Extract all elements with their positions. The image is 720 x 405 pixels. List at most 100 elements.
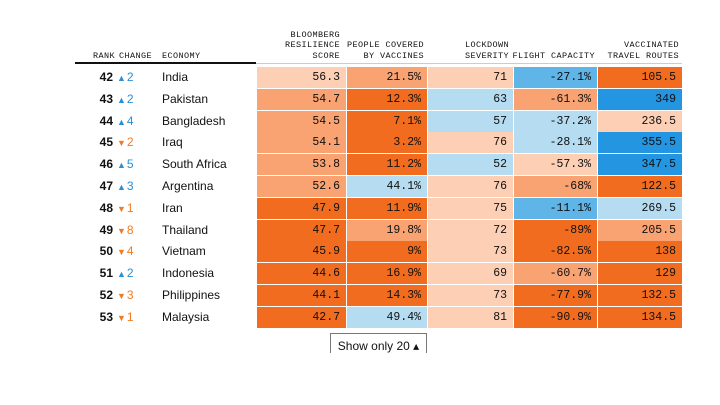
lockdown-cell: 72 (427, 219, 513, 241)
travel-cell: 122.5 (597, 175, 682, 197)
score-cell: 45.9 (256, 241, 346, 263)
travel-cell: 134.5 (597, 306, 682, 328)
economy-cell: Vietnam (162, 244, 206, 259)
change-value: 2 (126, 135, 134, 150)
change-cell: ▼3 (117, 285, 157, 308)
vaccines-cell: 11.9% (346, 197, 427, 219)
travel-cell: 347.5 (597, 154, 682, 176)
vaccines-cell: 14.3% (346, 284, 427, 306)
change-cell: ▲4 (117, 111, 157, 134)
triangle-up-icon: ▲ (117, 181, 126, 192)
vaccines-cell: 21.5% (346, 67, 427, 88)
flight-cell: -11.1% (513, 197, 597, 219)
table-row: 43 ▲2 Pakistan 54.7 12.3% 63 -61.3% 349 (75, 88, 682, 112)
lockdown-cell: 52 (427, 154, 513, 176)
change-value: 2 (126, 266, 134, 281)
rank-cell: 42 (99, 70, 113, 84)
header-divider-light (256, 63, 682, 64)
change-cell: ▲3 (117, 176, 157, 199)
change-cell: ▼1 (117, 307, 157, 330)
change-cell: ▼2 (117, 132, 157, 155)
change-value: 2 (126, 91, 134, 106)
change-cell: ▲2 (117, 67, 157, 90)
economy-cell: Iran (162, 200, 183, 215)
score-cell: 53.8 (256, 154, 346, 176)
score-cell: 54.7 (256, 88, 346, 110)
rank-cell: 50 (99, 244, 113, 259)
change-cell: ▲2 (117, 89, 157, 112)
vaccines-cell: 49.4% (346, 306, 427, 328)
travel-cell: 132.5 (597, 284, 682, 306)
table-row: 51 ▲2 Indonesia 44.6 16.9% 69 -60.7% 129 (75, 263, 682, 285)
lockdown-cell: 75 (427, 197, 513, 219)
economy-header[interactable]: ECONOMY (162, 50, 201, 61)
table-row: 44 ▲4 Bangladesh 54.5 7.1% 57 -37.2% 236.5 (75, 110, 682, 134)
triangle-down-icon: ▼ (117, 138, 126, 149)
score-cell: 52.6 (256, 175, 346, 197)
score-cell: 56.3 (256, 67, 346, 88)
triangle-down-icon: ▼ (117, 312, 126, 323)
economy-cell: Argentina (162, 178, 214, 193)
economy-cell: South Africa (162, 157, 227, 172)
economy-cell: India (162, 70, 189, 84)
score-cell: 47.7 (256, 219, 346, 241)
travel-cell: 269.5 (597, 197, 682, 219)
triangle-down-icon: ▼ (117, 203, 126, 214)
change-value: 3 (126, 287, 134, 302)
flight-cell: -90.9% (513, 306, 597, 328)
travel-cell: 349 (597, 88, 682, 110)
score-cell: 42.7 (256, 306, 346, 328)
triangle-up-icon: ▲ (117, 73, 126, 83)
travel-header[interactable]: VACCINATED TRAVEL ROUTES (607, 40, 679, 61)
change-cell: ▼8 (117, 220, 157, 243)
rank-cell: 53 (99, 309, 113, 324)
flight-header[interactable]: FLIGHT CAPACITY (512, 50, 595, 61)
change-value: 3 (126, 178, 134, 193)
lockdown-cell: 73 (427, 284, 513, 306)
show-only-20-button[interactable]: Show only 20 ▴ (330, 333, 427, 353)
vaccines-cell: 9% (346, 241, 427, 263)
score-cell: 44.6 (256, 263, 346, 285)
table-row: 47 ▲3 Argentina 52.6 44.1% 76 -68% 122.5 (75, 175, 682, 199)
table-body: 42 ▲2 India 56.3 21.5% 71 -27.1% 105.5 43 ▲2 Pakis… (75, 67, 682, 329)
travel-cell: 129 (597, 263, 682, 285)
flight-cell: -27.1% (513, 67, 597, 88)
lockdown-header[interactable]: LOCKDOWN SEVERITY (464, 40, 509, 61)
triangle-down-icon: ▼ (117, 225, 126, 236)
economy-cell: Philippines (162, 287, 221, 302)
flight-cell: -57.3% (513, 154, 597, 176)
flight-cell: -60.7% (513, 263, 597, 285)
vaccines-header[interactable]: PEOPLE COVERED BY VACCINES (346, 40, 424, 61)
change-cell: ▲5 (117, 154, 157, 177)
change-header[interactable]: CHANGE (119, 50, 153, 61)
score-cell: 54.5 (256, 110, 346, 132)
rank-cell: 44 (99, 113, 113, 128)
flight-cell: -82.5% (513, 241, 597, 263)
change-cell: ▼1 (117, 198, 157, 221)
table-row: 52 ▼3 Philippines 44.1 14.3% 73 -77.9% 132.5 (75, 284, 682, 308)
rank-cell: 49 (99, 222, 113, 237)
table-row: 50 ▼4 Vietnam 45.9 9% 73 -82.5% 138 (75, 241, 682, 263)
rank-header[interactable]: RANK (93, 50, 116, 61)
rank-cell: 51 (99, 266, 113, 281)
flight-cell: -68% (513, 175, 597, 197)
travel-cell: 105.5 (597, 67, 682, 88)
travel-cell: 138 (597, 241, 682, 263)
lockdown-cell: 57 (427, 110, 513, 132)
rank-cell: 48 (99, 200, 113, 215)
triangle-up-icon: ▲ (117, 94, 126, 105)
change-value: 8 (126, 222, 134, 237)
table-row: 45 ▼2 Iraq 54.1 3.2% 76 -28.1% 355.5 (75, 132, 682, 154)
lockdown-cell: 71 (427, 67, 513, 88)
vaccines-cell: 12.3% (346, 88, 427, 110)
score-header[interactable]: BLOOMBERG RESILIENCE SCORE (284, 29, 340, 61)
flight-cell: -37.2% (513, 110, 597, 132)
rank-cell: 43 (99, 91, 113, 106)
economy-cell: Iraq (162, 135, 183, 150)
flight-cell: -77.9% (513, 284, 597, 306)
triangle-down-icon: ▼ (117, 247, 126, 258)
change-value: 5 (126, 157, 134, 172)
score-cell: 47.9 (256, 197, 346, 219)
lockdown-cell: 73 (427, 241, 513, 263)
flight-cell: -61.3% (513, 88, 597, 110)
